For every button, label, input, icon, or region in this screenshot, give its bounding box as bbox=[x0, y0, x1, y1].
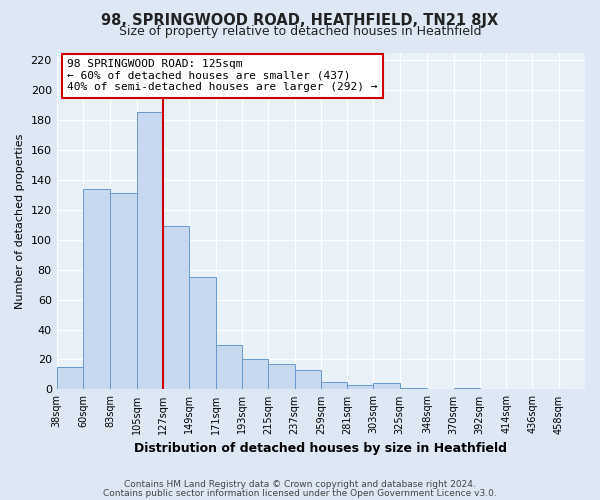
Text: Size of property relative to detached houses in Heathfield: Size of property relative to detached ho… bbox=[119, 25, 481, 38]
Bar bbox=[295, 370, 321, 390]
Bar bbox=[347, 385, 373, 390]
Bar bbox=[83, 189, 110, 390]
Y-axis label: Number of detached properties: Number of detached properties bbox=[15, 134, 25, 308]
Bar bbox=[268, 364, 295, 390]
Bar bbox=[454, 388, 480, 390]
Text: Contains HM Land Registry data © Crown copyright and database right 2024.: Contains HM Land Registry data © Crown c… bbox=[124, 480, 476, 489]
Bar bbox=[56, 367, 83, 390]
Text: 98, SPRINGWOOD ROAD, HEATHFIELD, TN21 8JX: 98, SPRINGWOOD ROAD, HEATHFIELD, TN21 8J… bbox=[101, 12, 499, 28]
Bar bbox=[110, 194, 137, 390]
Bar bbox=[215, 344, 242, 390]
X-axis label: Distribution of detached houses by size in Heathfield: Distribution of detached houses by size … bbox=[134, 442, 508, 455]
Text: 98 SPRINGWOOD ROAD: 125sqm
← 60% of detached houses are smaller (437)
40% of sem: 98 SPRINGWOOD ROAD: 125sqm ← 60% of deta… bbox=[67, 59, 378, 92]
Text: Contains public sector information licensed under the Open Government Licence v3: Contains public sector information licen… bbox=[103, 488, 497, 498]
Bar bbox=[190, 277, 215, 390]
Bar bbox=[163, 226, 190, 390]
Bar bbox=[137, 112, 163, 390]
Bar bbox=[373, 384, 400, 390]
Bar bbox=[321, 382, 347, 390]
Bar bbox=[242, 360, 268, 390]
Bar bbox=[400, 388, 427, 390]
